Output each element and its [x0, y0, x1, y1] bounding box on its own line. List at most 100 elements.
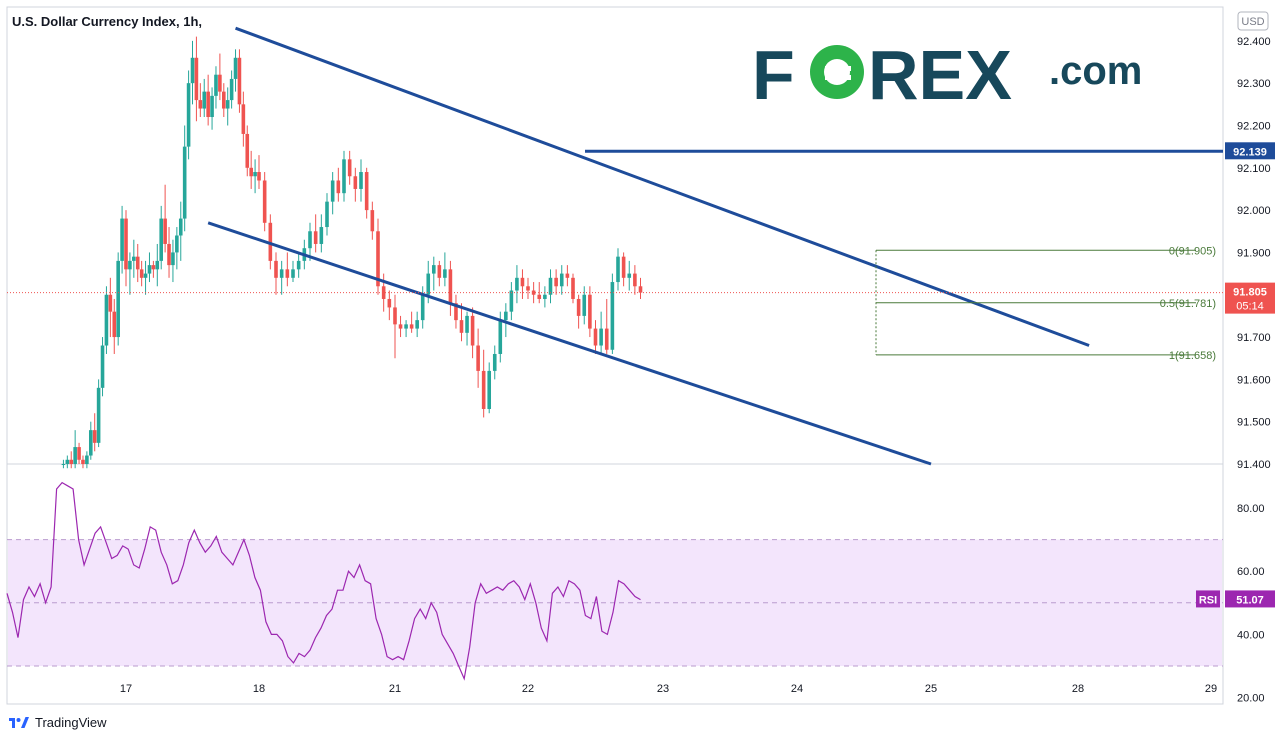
- candle-body[interactable]: [186, 83, 191, 147]
- candle-body[interactable]: [249, 167, 253, 177]
- candle-body[interactable]: [268, 222, 273, 261]
- candle-body[interactable]: [638, 286, 643, 293]
- candle-body[interactable]: [325, 201, 329, 228]
- candle-body[interactable]: [100, 345, 105, 388]
- candle-body[interactable]: [420, 294, 425, 321]
- candle-body[interactable]: [237, 57, 242, 105]
- candle-body[interactable]: [426, 273, 431, 295]
- channel-trendline[interactable]: [207, 221, 932, 466]
- candle-body[interactable]: [443, 269, 447, 278]
- candle-body[interactable]: [415, 320, 419, 329]
- candle-body[interactable]: [202, 91, 207, 109]
- candle-body[interactable]: [77, 447, 81, 460]
- candle-body[interactable]: [120, 218, 124, 261]
- fib-retracement[interactable]: 0(91.905) 0.5(91.781) 1(91.658): [875, 245, 1216, 362]
- candle-body[interactable]: [437, 265, 442, 278]
- candle-body[interactable]: [376, 231, 380, 287]
- candle-body[interactable]: [151, 265, 156, 270]
- candle-body[interactable]: [163, 218, 167, 244]
- candle-body[interactable]: [167, 243, 171, 266]
- candle-body[interactable]: [218, 74, 222, 92]
- candle-body[interactable]: [198, 100, 203, 109]
- rsi-pane[interactable]: [6, 481, 1223, 681]
- candle-body[interactable]: [257, 172, 261, 181]
- candle-body[interactable]: [92, 430, 97, 443]
- candle-body[interactable]: [342, 159, 346, 194]
- candle-body[interactable]: [104, 294, 109, 346]
- candle-body[interactable]: [225, 100, 230, 109]
- candle-body[interactable]: [336, 180, 341, 194]
- candle-body[interactable]: [96, 387, 101, 443]
- candle-body[interactable]: [135, 256, 140, 270]
- candle-body[interactable]: [194, 57, 199, 101]
- candle-body[interactable]: [229, 78, 234, 101]
- rsi-line[interactable]: [6, 481, 641, 681]
- candle-body[interactable]: [308, 231, 312, 249]
- candle-body[interactable]: [481, 370, 486, 409]
- candle-body[interactable]: [404, 324, 408, 329]
- candle-body[interactable]: [627, 273, 632, 278]
- candle-body[interactable]: [588, 294, 592, 329]
- candle-body[interactable]: [459, 320, 464, 333]
- candle-body[interactable]: [610, 282, 615, 350]
- candle-body[interactable]: [381, 286, 386, 299]
- candle-body[interactable]: [409, 324, 414, 329]
- candle-body[interactable]: [559, 273, 564, 287]
- candle-body[interactable]: [576, 298, 581, 316]
- candle-body[interactable]: [313, 231, 318, 244]
- candle-body[interactable]: [526, 286, 530, 291]
- candle-body[interactable]: [319, 227, 324, 244]
- candle-body[interactable]: [81, 459, 85, 464]
- candle-body[interactable]: [221, 91, 226, 109]
- candle-body[interactable]: [132, 256, 136, 261]
- candle-body[interactable]: [509, 290, 514, 312]
- candle-body[interactable]: [143, 273, 148, 278]
- candle-body[interactable]: [124, 218, 128, 270]
- candle-body[interactable]: [465, 315, 469, 333]
- candle-body[interactable]: [393, 307, 397, 325]
- candle-body[interactable]: [537, 294, 542, 299]
- candle-body[interactable]: [487, 370, 492, 409]
- candle-body[interactable]: [504, 311, 508, 321]
- candle-body[interactable]: [182, 146, 187, 219]
- candle-body[interactable]: [274, 260, 278, 278]
- candle-body[interactable]: [476, 345, 480, 371]
- candle-body[interactable]: [364, 172, 369, 211]
- candle-body[interactable]: [370, 210, 375, 232]
- candle-body[interactable]: [73, 447, 77, 464]
- candle-body[interactable]: [65, 459, 70, 464]
- candle-body[interactable]: [548, 277, 553, 295]
- candle-body[interactable]: [206, 91, 210, 118]
- candle-body[interactable]: [347, 159, 352, 177]
- candle-body[interactable]: [214, 74, 218, 96]
- candle-body[interactable]: [128, 260, 132, 270]
- candle-body[interactable]: [359, 172, 363, 189]
- candle-body[interactable]: [498, 320, 503, 354]
- candle-body[interactable]: [139, 269, 144, 278]
- candle-body[interactable]: [330, 180, 335, 202]
- candle-body[interactable]: [262, 180, 267, 223]
- candle-body[interactable]: [88, 430, 93, 456]
- candle-body[interactable]: [155, 260, 160, 270]
- candle-body[interactable]: [554, 277, 558, 287]
- candle-body[interactable]: [431, 265, 436, 274]
- candle-body[interactable]: [178, 218, 183, 236]
- candle-body[interactable]: [621, 256, 626, 278]
- candle-body[interactable]: [599, 328, 603, 346]
- candle-body[interactable]: [190, 57, 195, 84]
- candle-body[interactable]: [171, 252, 175, 266]
- tradingview-footer[interactable]: TradingView: [8, 712, 107, 732]
- candle-body[interactable]: [448, 269, 453, 304]
- candle-body[interactable]: [531, 290, 536, 295]
- candle-body[interactable]: [116, 260, 120, 338]
- candle-body[interactable]: [175, 235, 179, 253]
- candle-body[interactable]: [112, 311, 117, 338]
- candle-body[interactable]: [159, 218, 164, 261]
- candle-body[interactable]: [233, 57, 238, 79]
- candle-body[interactable]: [454, 303, 458, 321]
- candle-body[interactable]: [353, 176, 358, 189]
- candle-body[interactable]: [296, 260, 301, 270]
- candle-body[interactable]: [520, 277, 525, 287]
